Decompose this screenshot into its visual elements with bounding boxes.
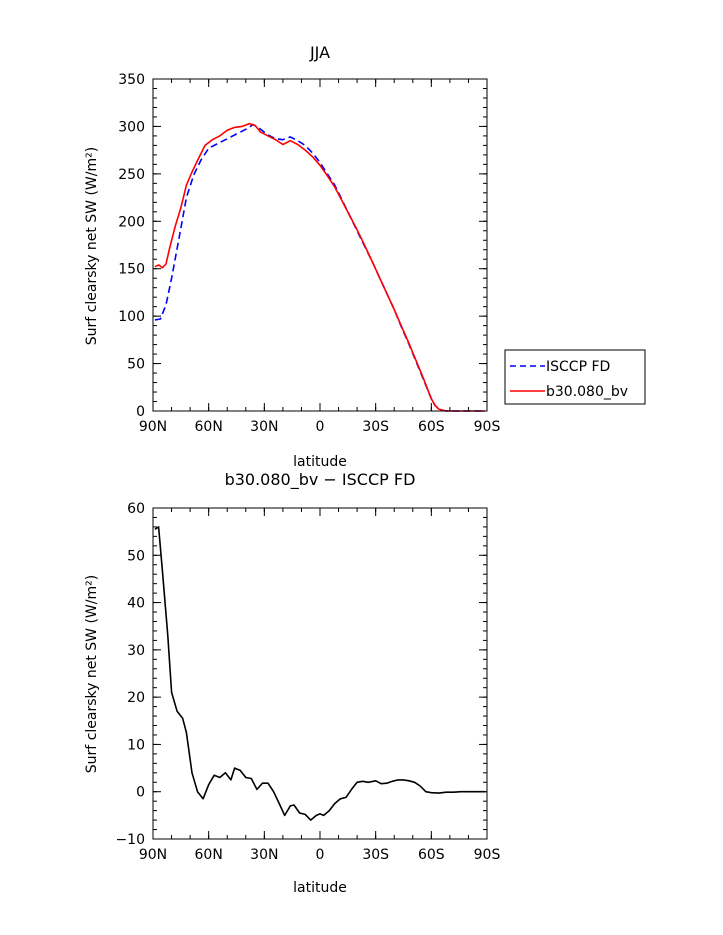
y-tick-label: 200 (118, 214, 145, 230)
chart-panel-difference: b30.080_bv − ISCCP FD −10 0 10 20 30 40 50 60 9… (84, 470, 500, 896)
legend-label-isccp-fd: ISCCP FD (546, 359, 610, 375)
y-tick-label: 20 (127, 690, 145, 706)
y-tick-label: −10 (115, 832, 145, 848)
y-tick-label: 60 (127, 501, 145, 517)
x-tick-label: 30S (362, 847, 389, 863)
x-tick-label: 90S (474, 419, 501, 435)
legend-box (504, 349, 646, 405)
chart-panel-jja: JJA 0 50 100 150 200 250 300 350 90N 60N 30N 0 30S 6… (84, 43, 646, 470)
x-axis-label: latitude (293, 454, 347, 470)
x-tick-label: 30N (250, 847, 278, 863)
y-tick-label: 50 (127, 357, 145, 373)
chart-title: JJA (309, 43, 330, 62)
x-tick-label: 60N (195, 419, 223, 435)
tick-marks (152, 507, 488, 840)
x-tick-label: 90N (139, 419, 167, 435)
x-tick-label: 90N (139, 847, 167, 863)
y-tick-label: 50 (127, 548, 145, 564)
x-tick-label: 0 (316, 419, 325, 435)
chart-title: b30.080_bv − ISCCP FD (225, 470, 416, 490)
y-tick-label: 40 (127, 596, 145, 612)
x-tick-label: 0 (316, 847, 325, 863)
y-tick-label: 0 (136, 404, 145, 420)
plot-frame (152, 507, 488, 840)
y-tick-label: 0 (136, 785, 145, 801)
y-tick-labels: −10 0 10 20 30 40 50 60 (115, 501, 145, 848)
plot-frame (152, 78, 488, 412)
x-tick-label: 30N (250, 419, 278, 435)
y-tick-label: 10 (127, 737, 145, 753)
series-line-b30-080-bv (154, 122, 486, 412)
x-tick-label: 30S (362, 419, 389, 435)
y-tick-label: 350 (118, 72, 145, 88)
y-tick-labels: 0 50 100 150 200 250 300 350 (118, 72, 145, 420)
series-layer (154, 526, 486, 821)
x-tick-label: 60N (195, 847, 223, 863)
y-tick-label: 300 (118, 119, 145, 135)
legend: ISCCP FD b30.080_bv (504, 349, 646, 405)
y-axis-label: Surf clearsky net SW (W/m²) (84, 147, 100, 345)
y-tick-label: 100 (118, 309, 145, 325)
y-tick-label: 30 (127, 643, 145, 659)
x-tick-labels: 90N 60N 30N 0 30S 60S 90S (139, 847, 501, 863)
y-axis-label: Surf clearsky net SW (W/m²) (84, 575, 100, 773)
x-axis-label: latitude (293, 880, 347, 896)
x-tick-label: 60S (418, 419, 445, 435)
series-layer (154, 122, 486, 412)
x-tick-label: 90S (474, 847, 501, 863)
legend-label-b30-080-bv: b30.080_bv (546, 384, 628, 400)
y-tick-label: 150 (118, 262, 145, 278)
series-line-isccp-fd (154, 123, 486, 412)
x-tick-label: 60S (418, 847, 445, 863)
tick-marks (152, 78, 488, 412)
series-line-difference (154, 526, 486, 821)
x-tick-labels: 90N 60N 30N 0 30S 60S 90S (139, 419, 501, 435)
y-tick-label: 250 (118, 167, 145, 183)
